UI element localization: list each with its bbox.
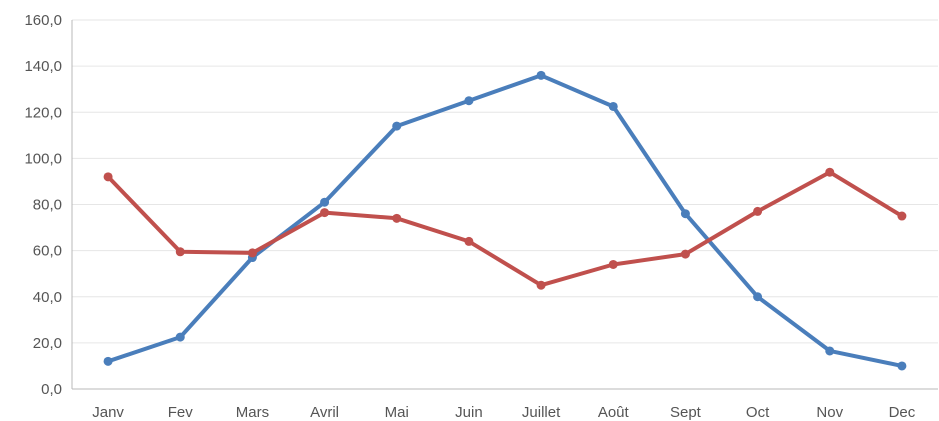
y-tick-label: 20,0 <box>33 335 62 352</box>
y-tick-label: 160,0 <box>24 12 62 29</box>
x-tick-label: Fev <box>168 404 194 421</box>
y-tick-label: 40,0 <box>33 289 62 306</box>
series-1-line <box>106 73 904 368</box>
x-tick-label: Août <box>598 404 630 421</box>
series-1-point <box>175 332 185 342</box>
series-2-point <box>247 248 257 258</box>
data-series <box>103 70 907 371</box>
series-1-point <box>320 197 330 207</box>
series-2-point <box>175 247 185 257</box>
y-tick-label: 0,0 <box>41 381 62 398</box>
series-2-point <box>897 211 907 221</box>
series-2-point <box>103 172 113 182</box>
x-tick-label: Janv <box>92 404 124 421</box>
series-2-point <box>608 259 618 269</box>
series-1-point <box>753 292 763 302</box>
series-1-point <box>536 70 546 80</box>
x-tick-label: Mars <box>236 404 269 421</box>
series-2-point <box>825 167 835 177</box>
series-2-point <box>680 249 690 259</box>
series-1-point <box>392 121 402 131</box>
y-tick-label: 60,0 <box>33 243 62 260</box>
series-2-point <box>464 236 474 246</box>
series-1-point <box>608 101 618 111</box>
series-2 <box>103 167 907 290</box>
series-1 <box>103 70 907 371</box>
axes <box>71 20 938 390</box>
y-tick-label: 80,0 <box>33 197 62 214</box>
series-1-point <box>897 361 907 371</box>
y-tick-label: 120,0 <box>24 104 62 121</box>
series-2-point <box>392 213 402 223</box>
x-axis-tick-labels: Janv Fev Mars Avril Mai Juin Juillet Août Sept Oc… <box>92 404 916 421</box>
series-1-point <box>464 96 474 106</box>
series-2-point <box>320 208 330 218</box>
y-tick-label: 100,0 <box>24 150 62 167</box>
series-2-point <box>536 280 546 290</box>
x-tick-label: Dec <box>889 404 916 421</box>
x-tick-label: Sept <box>670 404 702 421</box>
x-tick-label: Avril <box>310 404 339 421</box>
series-1-point <box>103 356 113 366</box>
x-tick-label: Juillet <box>522 404 561 421</box>
y-tick-label: 140,0 <box>24 58 62 75</box>
x-tick-label: Nov <box>816 404 843 421</box>
x-tick-label: Mai <box>385 404 409 421</box>
y-axis-tick-labels: 0,0 20,0 40,0 60,0 80,0 100,0 120,0 140,0 160,0 <box>24 12 62 398</box>
series-1-point <box>825 346 835 356</box>
x-tick-label: Oct <box>746 404 770 421</box>
x-tick-label: Juin <box>455 404 483 421</box>
series-2-line <box>106 170 904 288</box>
series-2-point <box>753 206 763 216</box>
series-1-point <box>680 209 690 219</box>
